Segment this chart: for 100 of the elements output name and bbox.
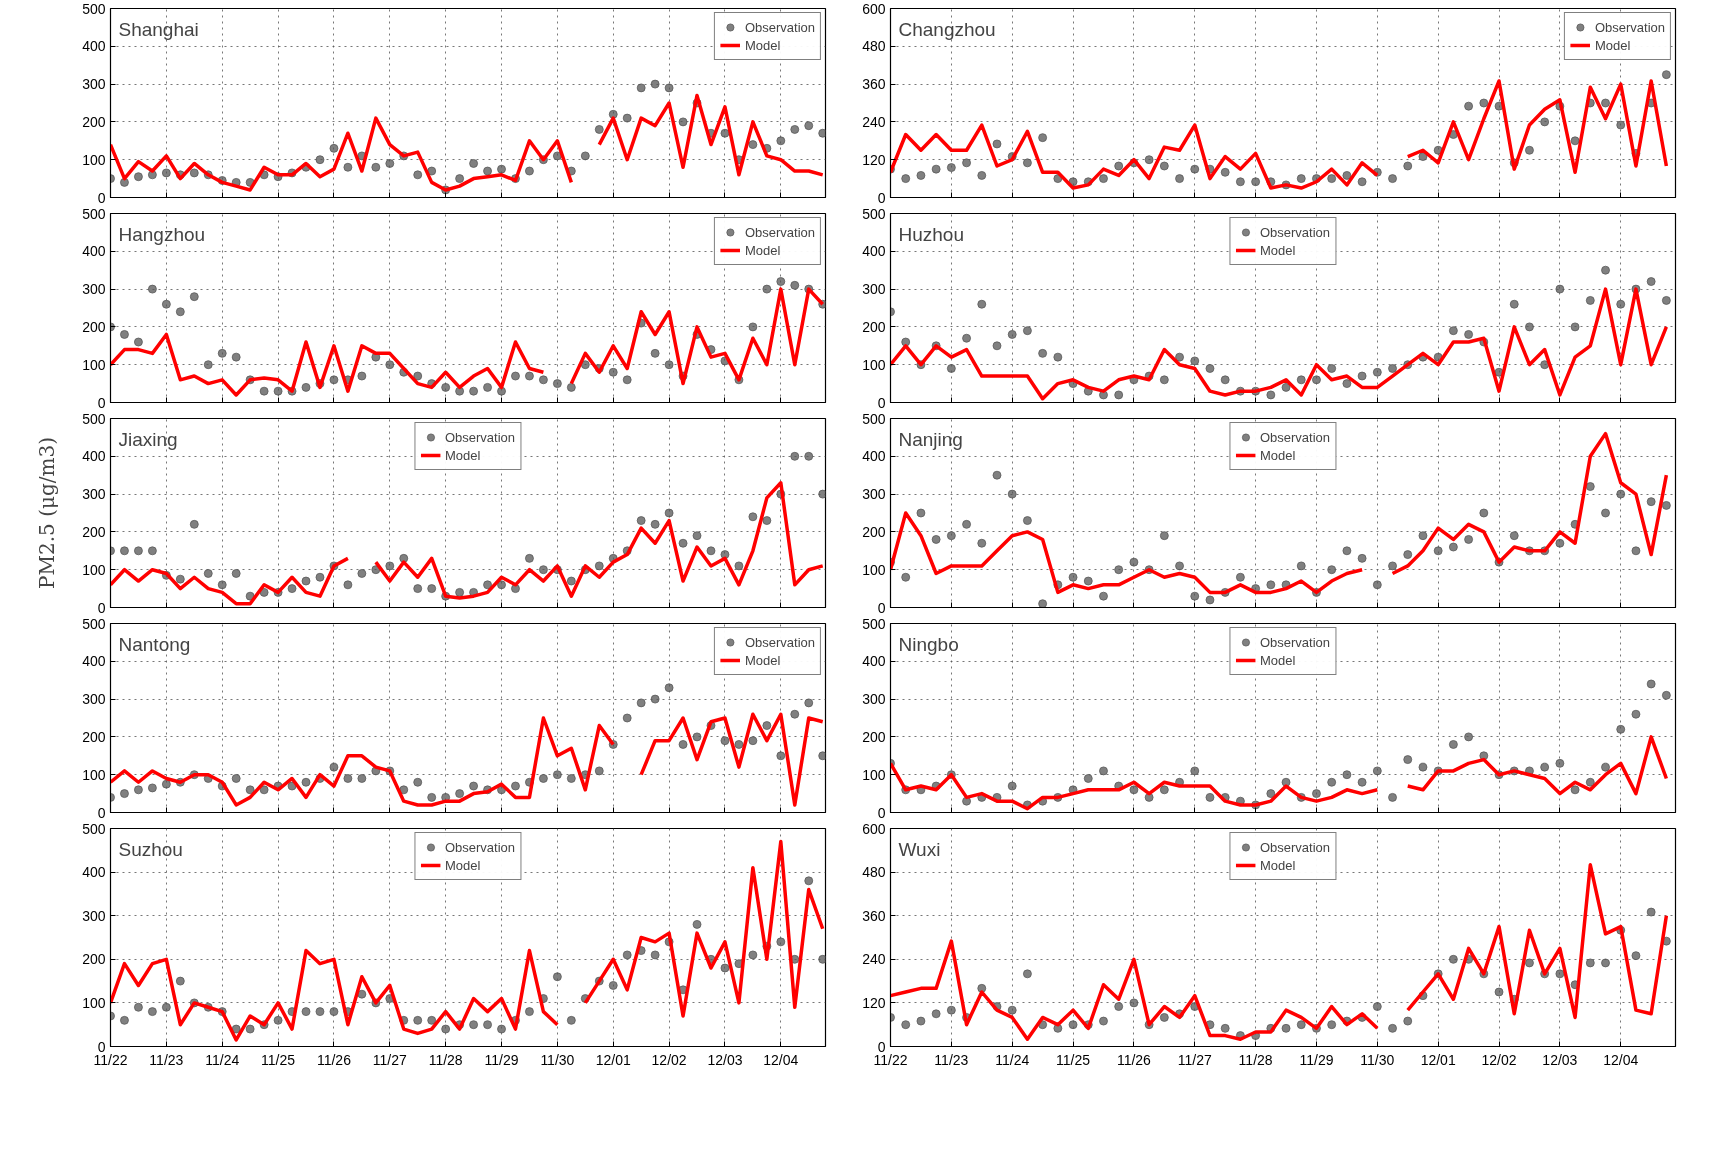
x-tick-label: 12/03 — [1542, 1051, 1578, 1068]
x-tick-label: 11/25 — [1056, 1051, 1091, 1068]
text: Wuxi — [898, 838, 941, 860]
y-tick-label: 120 — [862, 994, 886, 1011]
x-tick-label: 11/23 — [149, 1051, 184, 1068]
x-tick-label: 11/29 — [1299, 1051, 1334, 1068]
x-tick-label: 12/01 — [1420, 1051, 1456, 1068]
x-tick-label: 11/29 — [484, 1051, 519, 1068]
y-tick-label: 300 — [82, 486, 106, 503]
y-tick-label: 240 — [862, 113, 886, 130]
legend-label: Model — [444, 446, 481, 464]
legend-label: Model — [444, 856, 481, 874]
y-tick-label: 360 — [862, 76, 886, 93]
legend-label: Observation — [1259, 223, 1331, 241]
y-tick-label: 400 — [862, 448, 886, 465]
text: Jiaxing — [118, 428, 178, 450]
y-tick-label: 0 — [877, 394, 886, 411]
x-tick-label: 11/27 — [372, 1051, 408, 1068]
legend-label: Model — [1259, 446, 1296, 464]
x-tick-label: 12/03 — [707, 1051, 743, 1068]
y-tick-label: 200 — [862, 728, 886, 745]
y-tick-label: 100 — [82, 561, 106, 578]
y-tick-label: 600 — [862, 820, 886, 837]
y-tick-label: 300 — [82, 76, 106, 93]
legend-label: Observation — [1594, 18, 1665, 36]
y-tick-label: 300 — [82, 907, 106, 924]
x-tick-label: 12/04 — [763, 1051, 799, 1068]
y-tick-label: 0 — [97, 394, 106, 411]
x-tick-label: 11/24 — [205, 1051, 240, 1068]
y-tick-label: 240 — [862, 951, 886, 968]
legend-label: Observation — [744, 223, 815, 241]
text: Ningbo — [898, 633, 959, 655]
legend-label: Observation — [1259, 838, 1331, 856]
y-tick-label: 500 — [82, 820, 106, 837]
y-tick-label: 200 — [82, 523, 106, 540]
y-tick-label: 360 — [862, 907, 886, 924]
legend-label: Model — [744, 36, 781, 54]
y-tick-label: 400 — [82, 38, 106, 55]
legend-label: Observation — [744, 18, 815, 36]
y-tick-label: 200 — [862, 318, 886, 335]
y-tick-label: 400 — [82, 864, 106, 881]
legend-label: Model — [1259, 651, 1296, 669]
y-tick-label: 200 — [862, 523, 886, 540]
y-tick-label: 100 — [82, 151, 106, 168]
y-tick-label: 500 — [82, 410, 106, 427]
text: Hangzhou — [118, 223, 206, 245]
y-tick-label: 0 — [97, 189, 106, 206]
y-tick-label: 0 — [877, 189, 886, 206]
legend-label: Model — [744, 651, 781, 669]
y-tick-label: 100 — [862, 766, 886, 783]
y-tick-label: 500 — [82, 615, 106, 632]
y-tick-label: 200 — [82, 318, 106, 335]
y-axis-title: PM2.5 (μg/m3) — [35, 437, 60, 589]
y-tick-label: 300 — [862, 486, 886, 503]
y-tick-label: 100 — [862, 561, 886, 578]
x-tick-label: 11/23 — [934, 1051, 969, 1068]
y-tick-label: 400 — [82, 243, 106, 260]
y-tick-label: 400 — [82, 653, 106, 670]
y-tick-label: 300 — [862, 281, 886, 298]
legend-label: Observation — [444, 428, 516, 446]
text: Nantong — [118, 633, 191, 655]
legend-label: Observation — [744, 633, 815, 651]
text: Shanghai — [118, 18, 199, 40]
y-tick-label: 300 — [862, 691, 886, 708]
y-tick-label: 300 — [82, 691, 106, 708]
x-tick-label: 11/26 — [1116, 1051, 1152, 1068]
y-tick-label: 200 — [82, 951, 106, 968]
y-tick-label: 500 — [82, 205, 106, 222]
text: Changzhou — [898, 18, 996, 40]
y-tick-label: 500 — [862, 205, 886, 222]
x-tick-label: 12/04 — [1603, 1051, 1639, 1068]
y-tick-label: 480 — [862, 864, 886, 881]
y-tick-label: 400 — [82, 448, 106, 465]
x-tick-label: 11/27 — [1177, 1051, 1212, 1068]
y-tick-label: 500 — [862, 615, 886, 632]
y-tick-label: 200 — [82, 728, 106, 745]
y-tick-label: 600 — [862, 0, 886, 17]
text: Huzhou — [898, 223, 964, 245]
y-tick-label: 100 — [82, 766, 106, 783]
y-tick-label: 100 — [862, 356, 886, 373]
legend-label: Observation — [444, 838, 516, 856]
x-tick-label: 12/02 — [651, 1051, 687, 1068]
y-tick-label: 480 — [862, 38, 886, 55]
x-tick-label: 12/01 — [595, 1051, 631, 1068]
x-tick-label: 12/02 — [1481, 1051, 1517, 1068]
legend-label: Observation — [1259, 428, 1331, 446]
y-tick-label: 0 — [877, 804, 886, 821]
y-tick-label: 100 — [82, 356, 106, 373]
y-tick-label: 120 — [862, 151, 886, 168]
x-tick-label: 11/30 — [1360, 1051, 1395, 1068]
y-tick-label: 200 — [82, 113, 106, 130]
x-tick-label: 11/26 — [316, 1051, 352, 1068]
x-tick-label: 11/28 — [1238, 1051, 1273, 1068]
text: Suzhou — [118, 838, 183, 860]
x-tick-label: 11/25 — [261, 1051, 296, 1068]
legend-label: Observation — [1259, 633, 1331, 651]
legend-label: Model — [1594, 36, 1631, 54]
y-tick-label: 0 — [97, 804, 106, 821]
legend-label: Model — [744, 241, 781, 259]
y-tick-label: 500 — [82, 0, 106, 17]
